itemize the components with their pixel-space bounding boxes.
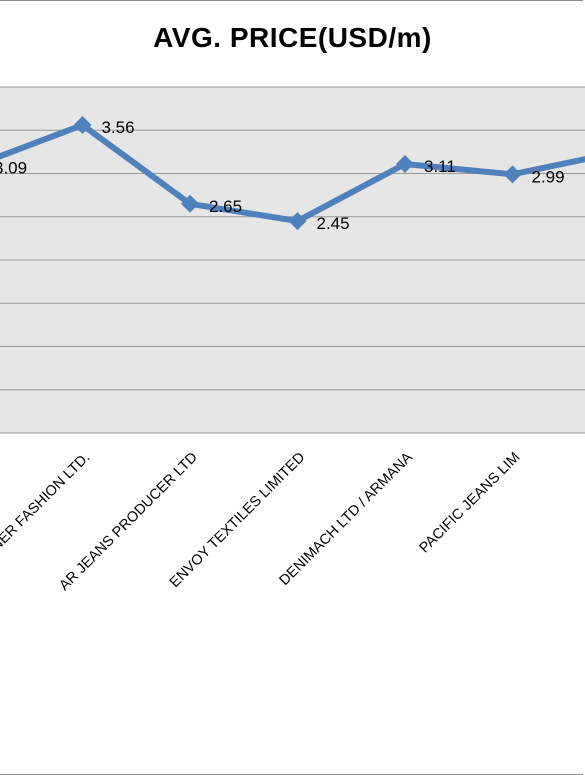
data-point-marker — [73, 116, 92, 135]
data-point-marker — [396, 154, 414, 173]
data-label: 3.56 — [102, 118, 135, 137]
x-axis-labels: HIRDARAMANIDESIGNER FASHION LTD.AR JEANS… — [0, 449, 585, 594]
data-label: 2.45 — [317, 214, 350, 233]
data-label: 2.65 — [209, 197, 242, 216]
data-point-marker — [181, 194, 199, 213]
data-label: 2.99 — [532, 167, 565, 186]
data-point-marker — [288, 212, 307, 231]
chart-title: AVG. PRICE(USD/m) — [153, 22, 432, 53]
series-1: 3.09 3.56 2.65 2.45 3.11 2.99 — [0, 116, 585, 233]
data-label: 3.11 — [424, 157, 456, 176]
data-label: 3.09 — [0, 159, 27, 178]
x-tick-label: PACIFIC JEANS LIM — [416, 450, 523, 557]
data-point-marker — [503, 165, 522, 184]
